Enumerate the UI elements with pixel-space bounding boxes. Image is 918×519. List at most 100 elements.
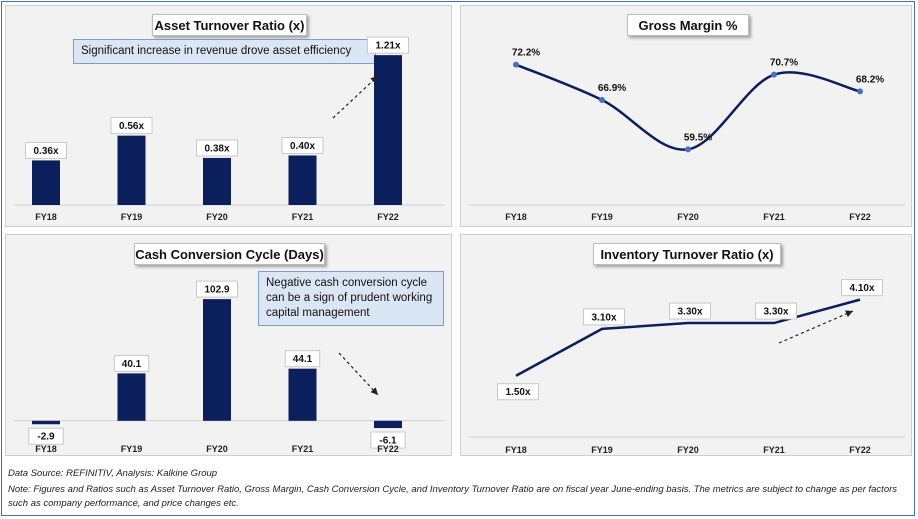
point-label-FY21: 70.7% xyxy=(770,58,798,69)
data-label: 3.10x xyxy=(591,312,616,323)
x-tick-label: FY19 xyxy=(591,445,613,455)
x-tick-label: FY19 xyxy=(121,212,143,222)
point-label-FY18: 1.50x xyxy=(497,383,539,401)
data-label: 0.56x xyxy=(119,121,144,132)
bar-label-FY22: 1.21x xyxy=(367,36,409,54)
data-source-text: Data Source: REFINITIV, Analysis: Kalkin… xyxy=(8,468,218,479)
bar-label-FY19: 0.56x xyxy=(110,117,153,135)
data-label-box xyxy=(370,431,406,449)
data-label: -2.9 xyxy=(37,432,55,443)
point-label-FY21: 3.30x xyxy=(755,302,797,320)
data-label-box xyxy=(669,302,711,320)
point-label-FY19: 66.9% xyxy=(598,83,626,94)
data-label: 3.30x xyxy=(677,307,702,318)
point-label-FY18: 72.2% xyxy=(512,48,540,59)
footnote-text: Note: Figures and Ratios such as Asset T… xyxy=(8,484,898,509)
x-tick-label: FY18 xyxy=(505,212,527,222)
bar-label-FY18: -2.9 xyxy=(28,427,64,445)
data-label-box xyxy=(25,141,67,159)
bar-label-FY21: 44.1 xyxy=(284,350,321,368)
data-label-box xyxy=(367,36,409,54)
x-tick-label: FY20 xyxy=(677,445,699,455)
gross-margin-panel: Gross Margin % 72.2% FY18 66.9% FY19 59.5% FY… xyxy=(460,5,912,227)
x-tick-label: FY19 xyxy=(591,212,613,222)
trend-arrow xyxy=(778,310,854,344)
data-label: 3.30x xyxy=(763,307,788,318)
data-label: 0.36x xyxy=(33,146,58,157)
cash-conversion-callout: Negative cash conversion cycle can be a … xyxy=(258,271,444,326)
x-tick-label: FY22 xyxy=(849,445,871,455)
x-tick-label: FY20 xyxy=(206,212,228,222)
bar-FY21 xyxy=(288,155,317,205)
data-label-box xyxy=(196,139,238,157)
x-tick-label: FY21 xyxy=(292,444,314,454)
bar-FY22 xyxy=(374,55,402,206)
x-tick-label: FY21 xyxy=(292,212,314,222)
inventory-turnover-panel: Inventory Turnover Ratio (x) 1.50x FY18 3.… xyxy=(460,234,912,456)
point-FY22 xyxy=(857,88,863,95)
data-label-box xyxy=(284,350,321,368)
x-tick-label: FY22 xyxy=(377,212,399,222)
bar-label-FY22: -6.1 xyxy=(370,431,406,449)
data-label-box xyxy=(497,383,539,401)
x-tick-label: FY21 xyxy=(763,445,785,455)
bar-FY19 xyxy=(117,373,146,421)
point-label-FY22: 4.10x xyxy=(841,279,883,297)
data-label-box xyxy=(841,279,883,297)
asset-turnover-chart: 0.36x FY18 0.56x FY19 0.38x FY20 0.40x FY21 1.21… xyxy=(14,36,445,222)
data-label: 0.38x xyxy=(204,143,229,154)
cash-conversion-panel: Cash Conversion Cycle (Days) Negative ca… xyxy=(5,234,452,456)
bar-FY20 xyxy=(203,157,231,205)
point-label-FY20: 3.30x xyxy=(669,302,711,320)
inventory-turnover-title: Inventory Turnover Ratio (x) xyxy=(593,243,781,265)
bar-FY20 xyxy=(203,299,231,421)
asset-turnover-callout: Significant increase in revenue drove as… xyxy=(73,39,376,64)
point-FY20 xyxy=(685,146,691,153)
bar-label-FY19: 40.1 xyxy=(113,354,150,372)
data-label-box xyxy=(28,427,64,445)
x-tick-label: FY18 xyxy=(35,444,57,454)
x-tick-label: FY22 xyxy=(377,444,399,454)
bar-FY18 xyxy=(32,160,60,205)
gross-margin-title: Gross Margin % xyxy=(627,14,749,36)
data-label-box xyxy=(755,302,797,320)
point-FY18 xyxy=(513,61,519,68)
bar-FY22 xyxy=(374,420,402,429)
data-label-box xyxy=(196,280,238,298)
data-label-box xyxy=(281,136,324,154)
asset-turnover-title: Asset Turnover Ratio (x) xyxy=(152,14,307,36)
bar-label-FY21: 0.40x xyxy=(281,136,324,154)
data-label: 1.21x xyxy=(375,41,400,52)
cash-conversion-title: Cash Conversion Cycle (Days) xyxy=(134,243,325,265)
x-tick-label: FY19 xyxy=(121,444,143,454)
inventory-turnover-chart: 1.50x FY18 3.10x FY19 3.30x FY20 3.30x FY21 4.10… xyxy=(469,279,905,455)
point-FY21 xyxy=(771,71,777,78)
bar-label-FY20: 102.9 xyxy=(196,280,238,298)
data-label: 1.50x xyxy=(505,387,530,398)
point-label-FY19: 3.10x xyxy=(583,308,625,326)
asset-turnover-panel: Asset Turnover Ratio (x) Significant inc… xyxy=(5,5,452,227)
point-label-FY22: 68.2% xyxy=(856,74,884,85)
bar-label-FY18: 0.36x xyxy=(25,141,67,159)
x-tick-label: FY20 xyxy=(677,212,699,222)
point-label-FY20: 59.5% xyxy=(684,132,712,143)
data-label-box xyxy=(110,117,153,135)
x-tick-label: FY18 xyxy=(35,212,57,222)
x-tick-label: FY21 xyxy=(763,212,785,222)
x-tick-label: FY20 xyxy=(206,444,228,454)
x-tick-label: FY22 xyxy=(849,212,871,222)
series-line xyxy=(515,298,861,377)
bar-FY21 xyxy=(288,368,317,421)
x-tick-label: FY18 xyxy=(505,445,527,455)
data-label-box xyxy=(583,308,625,326)
trend-arrow xyxy=(338,352,379,396)
data-label: -6.1 xyxy=(379,436,397,447)
bar-FY19 xyxy=(117,135,146,205)
bar-FY18 xyxy=(32,420,60,425)
data-label: 44.1 xyxy=(293,354,313,365)
data-label: 0.40x xyxy=(290,141,315,152)
point-FY19 xyxy=(599,97,605,103)
data-label: 4.10x xyxy=(849,283,874,294)
